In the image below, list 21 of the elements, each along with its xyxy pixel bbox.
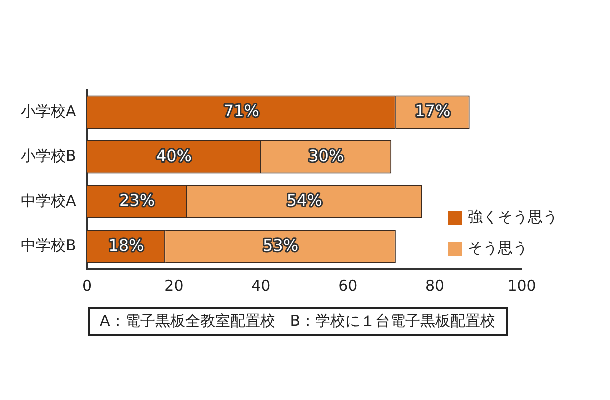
legend-label: そう思う xyxy=(468,239,528,258)
data-label: 40% xyxy=(156,146,192,166)
y-tick-label: 中学校A xyxy=(21,192,78,210)
x-tick-label: 100 xyxy=(508,276,536,295)
x-tick-label: 80 xyxy=(426,276,445,295)
legend-label: 強くそう思う xyxy=(468,208,558,227)
data-label: 17% xyxy=(415,102,451,121)
text: A：電子黒板全教室配置校 B：学校に１台電子黒板配置校 xyxy=(88,307,508,336)
x-tick-label: 20 xyxy=(164,276,184,295)
data-label: 23% xyxy=(120,191,156,210)
y-tick-label: 中学校B xyxy=(20,236,76,255)
data-label: 53% xyxy=(262,236,299,255)
data-label: 18% xyxy=(108,236,144,255)
x-tick-label: 0 xyxy=(82,276,92,295)
data-label: 30% xyxy=(308,146,344,166)
data-label: 54% xyxy=(286,191,322,210)
data-label: 71% xyxy=(224,102,260,121)
y-tick-label: 小学校A xyxy=(21,102,78,120)
y-tick-label: 小学校B xyxy=(20,147,76,166)
x-tick-label: 40 xyxy=(252,276,271,295)
x-tick-label: 60 xyxy=(338,276,358,295)
